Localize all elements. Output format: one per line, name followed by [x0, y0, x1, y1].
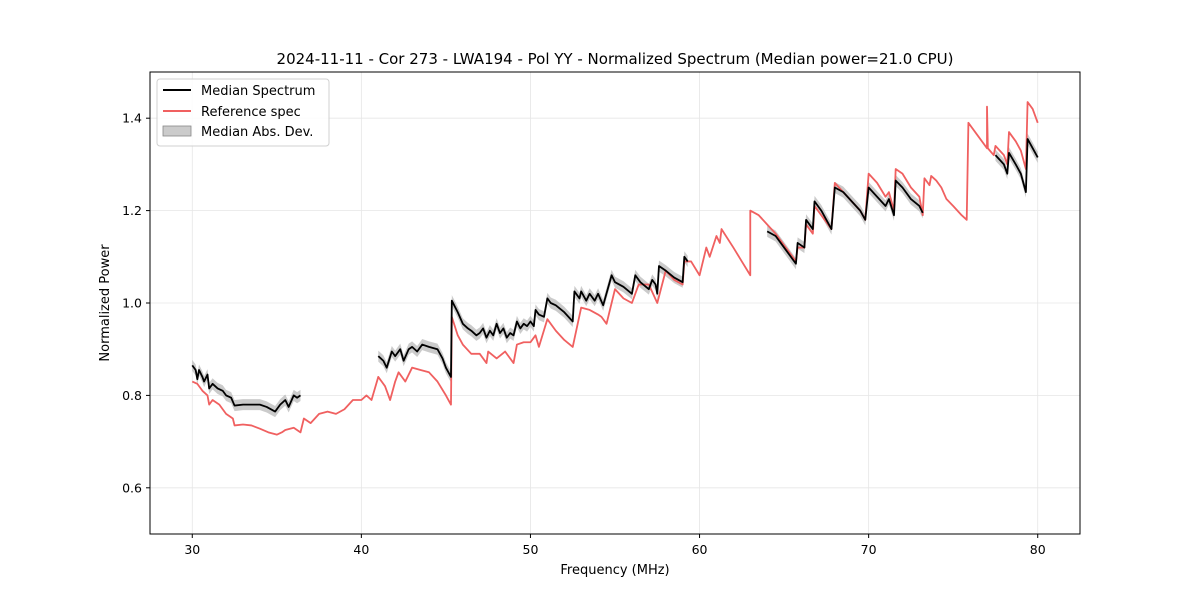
mad-band: [378, 251, 688, 383]
x-tick-label: 60: [692, 542, 708, 557]
y-tick-label: 1.2: [122, 203, 142, 218]
x-tick-label: 40: [353, 542, 369, 557]
legend-swatch-mad: [162, 125, 192, 137]
plot-area: [191, 101, 1039, 436]
legend: Median Spectrum Reference spec Median Ab…: [156, 78, 330, 147]
x-tick-label: 50: [523, 542, 539, 557]
y-axis-label: Normalized Power: [98, 244, 113, 362]
legend-label-reference: Reference spec: [201, 105, 301, 120]
legend-frame: [156, 78, 330, 147]
median-spectrum-line: [191, 364, 301, 413]
median-spectrum-line: [377, 255, 689, 378]
x-tick-label: 30: [184, 542, 200, 557]
x-tick-label: 70: [861, 542, 877, 557]
y-tick-label: 0.6: [122, 480, 142, 495]
median-spectrum-line: [994, 138, 1039, 194]
grid: [150, 72, 1080, 534]
legend-label-mad: Median Abs. Dev.: [201, 125, 313, 140]
y-tick-label: 1.4: [122, 111, 142, 126]
chart-title: 2024-11-11 - Cor 273 - LWA194 - Pol YY -…: [277, 50, 954, 68]
x-tick-label: 80: [1030, 542, 1046, 557]
axis-ticks: 30 40 50 60 70 80 0.6 0.8 1.0 1.2 1.4: [122, 111, 1046, 557]
x-axis-label: Frequency (MHz): [560, 563, 669, 578]
y-tick-label: 1.0: [122, 296, 142, 311]
y-tick-label: 0.8: [122, 388, 142, 403]
mad-band: [192, 359, 301, 418]
legend-label-median: Median Spectrum: [201, 84, 315, 99]
median-spectrum-line: [766, 179, 924, 265]
